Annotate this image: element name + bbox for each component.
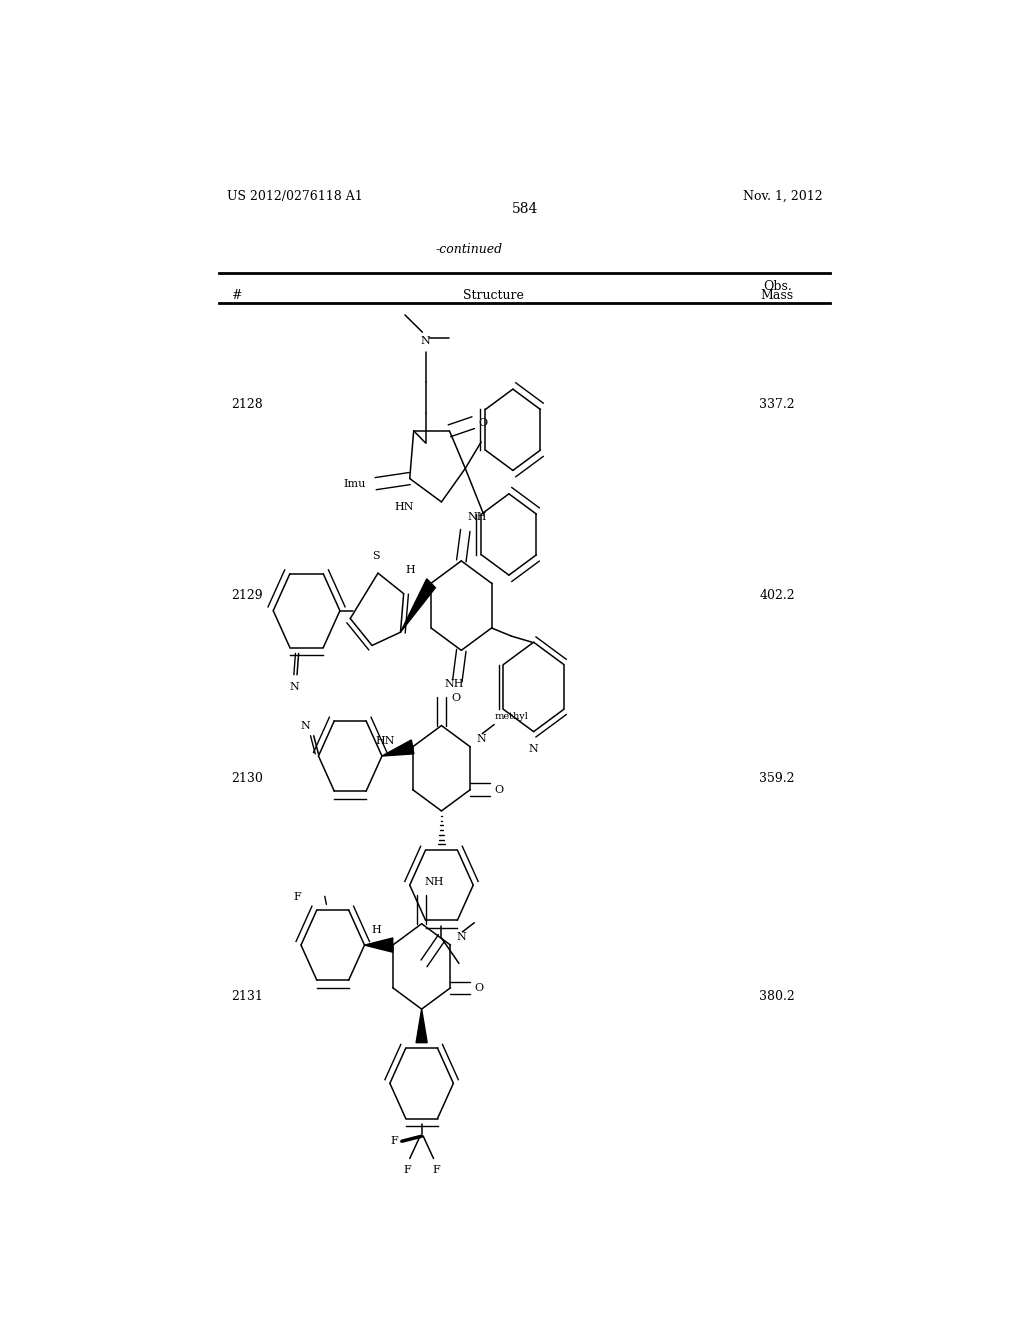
Text: N: N xyxy=(421,337,430,346)
Text: 337.2: 337.2 xyxy=(760,397,795,411)
Text: 402.2: 402.2 xyxy=(760,589,795,602)
Text: Structure: Structure xyxy=(463,289,523,302)
Text: HN: HN xyxy=(376,735,395,746)
Text: N: N xyxy=(290,682,300,692)
Polygon shape xyxy=(400,578,435,632)
Text: Nov. 1, 2012: Nov. 1, 2012 xyxy=(742,190,822,202)
Text: F: F xyxy=(390,1137,397,1146)
Text: O: O xyxy=(479,417,487,428)
Text: H: H xyxy=(406,565,415,576)
Text: F: F xyxy=(432,1164,439,1175)
Text: HN: HN xyxy=(394,502,414,512)
Text: N: N xyxy=(528,744,539,754)
Text: 359.2: 359.2 xyxy=(760,772,795,785)
Text: O: O xyxy=(474,983,483,993)
Text: H: H xyxy=(371,925,381,935)
Text: N: N xyxy=(301,721,310,730)
Text: #: # xyxy=(231,289,242,302)
Text: F: F xyxy=(403,1164,412,1175)
Text: N: N xyxy=(477,734,486,743)
Text: 2131: 2131 xyxy=(231,990,263,1003)
Text: O: O xyxy=(452,693,461,704)
Text: US 2012/0276118 A1: US 2012/0276118 A1 xyxy=(227,190,362,202)
Text: Imu: Imu xyxy=(344,479,367,488)
Text: Obs.: Obs. xyxy=(763,280,792,293)
Text: 2129: 2129 xyxy=(231,589,263,602)
Text: N: N xyxy=(457,932,467,942)
Text: 2128: 2128 xyxy=(231,397,263,411)
Text: NH: NH xyxy=(425,878,444,887)
Text: S: S xyxy=(373,550,380,561)
Text: -continued: -continued xyxy=(435,243,503,256)
Text: 380.2: 380.2 xyxy=(759,990,795,1003)
Polygon shape xyxy=(365,939,393,952)
Text: Mass: Mass xyxy=(761,289,794,302)
Text: 584: 584 xyxy=(512,202,538,216)
Polygon shape xyxy=(416,1008,427,1043)
Text: F: F xyxy=(293,892,301,903)
Text: methyl: methyl xyxy=(495,713,528,722)
Text: 2130: 2130 xyxy=(231,772,263,785)
Text: NH: NH xyxy=(444,678,464,689)
Text: NH: NH xyxy=(468,512,487,523)
Polygon shape xyxy=(382,741,414,756)
Text: O: O xyxy=(495,784,503,795)
